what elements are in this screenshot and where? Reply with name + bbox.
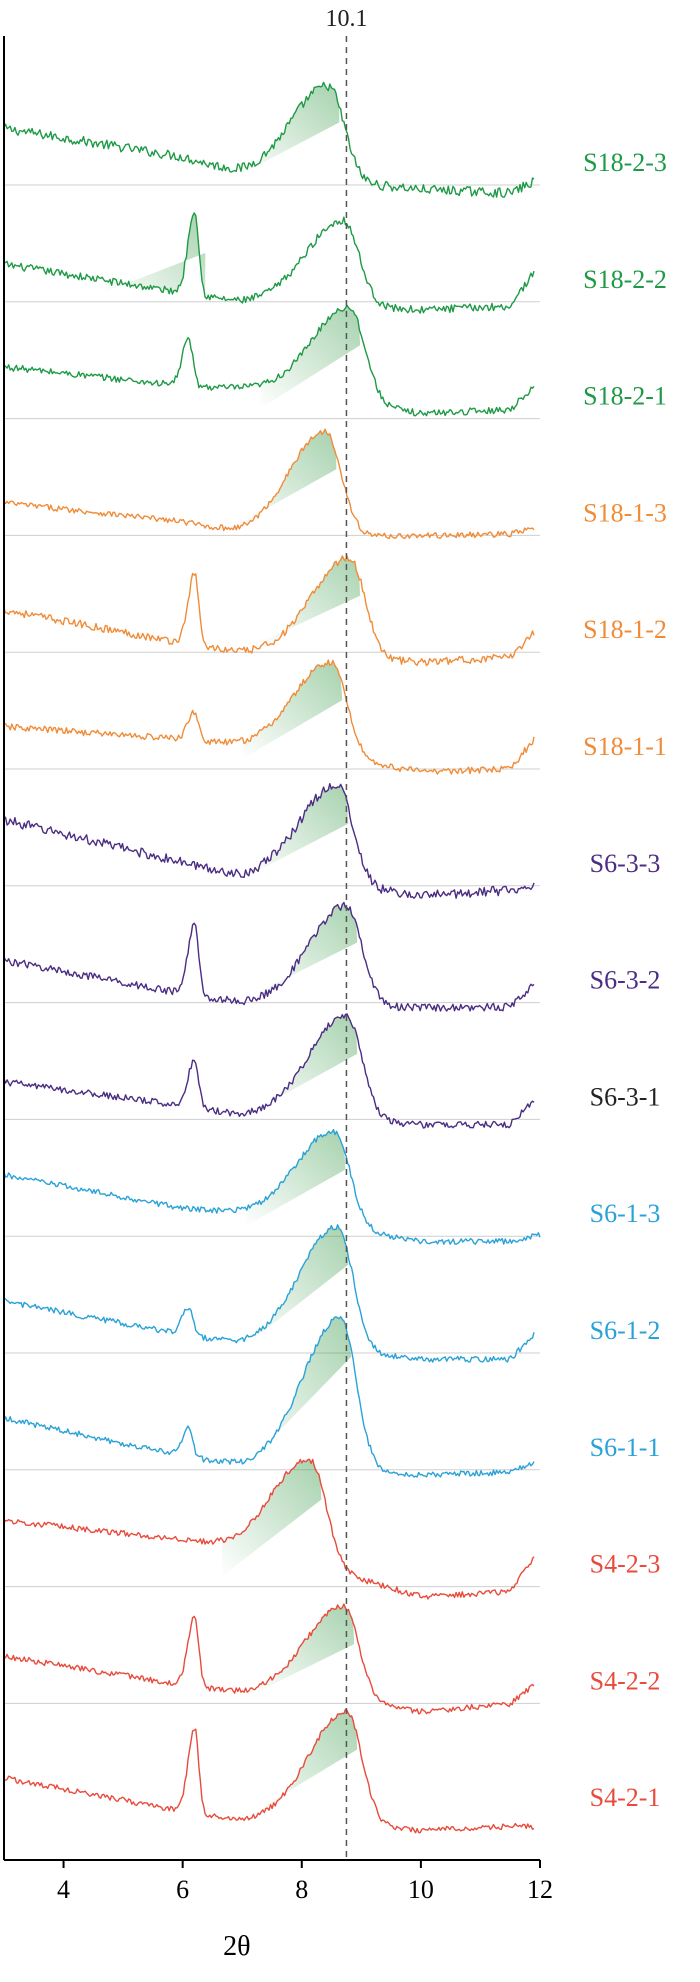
series-label: S6-3-3	[590, 849, 661, 878]
peak-shading	[254, 1604, 355, 1694]
series-line	[3, 1458, 535, 1600]
series-line	[3, 659, 535, 775]
series-label: S18-1-1	[583, 732, 667, 761]
series-line	[3, 1708, 535, 1834]
series-label: S4-2-1	[590, 1783, 661, 1812]
peak-shading-layer	[105, 82, 361, 1815]
series-line	[3, 1224, 535, 1363]
x-tick-label: 4	[57, 1875, 70, 1904]
peak-shading	[105, 213, 206, 297]
series-label: S6-1-1	[590, 1433, 661, 1462]
series-line	[3, 1316, 535, 1478]
series-line	[3, 783, 535, 899]
series-line	[3, 212, 535, 314]
series-label: S4-2-3	[590, 1550, 661, 1579]
reference-line-layer: 10.1	[325, 6, 367, 1860]
peak-shading	[236, 429, 337, 530]
x-tick-label: 6	[176, 1875, 189, 1904]
series-label: S6-3-1	[590, 1082, 661, 1111]
series-labels: S18-2-3 S18-2-2 S18-2-1 S18-1-3 S18-1-2 S18-1…	[583, 148, 667, 1812]
peak-shading	[248, 1224, 349, 1343]
series-line	[3, 1603, 535, 1715]
series-line	[3, 304, 535, 417]
series-label: S6-1-3	[590, 1199, 661, 1228]
series-label: S4-2-2	[590, 1666, 661, 1695]
series-label: S18-2-1	[583, 382, 667, 411]
series-line	[3, 428, 535, 540]
series-label: S18-2-3	[583, 148, 667, 177]
peak-shading	[260, 305, 361, 409]
x-tick-label: 12	[527, 1875, 553, 1904]
peak-shading	[251, 1316, 352, 1460]
x-axis-label: 2θ	[223, 1931, 250, 1962]
series-line	[3, 1013, 535, 1129]
peak-shading	[221, 1459, 322, 1577]
series-line	[3, 901, 535, 1012]
peak-shading	[260, 555, 361, 646]
series-label: S6-3-2	[590, 966, 661, 995]
series-label: S18-2-2	[583, 265, 667, 294]
peak-shading	[242, 660, 343, 759]
axes: 4 6 8 10 12 2θ	[3, 36, 553, 1962]
peak-shading	[248, 783, 349, 876]
peak-shading	[257, 902, 358, 1000]
peak-shading	[257, 1013, 358, 1111]
x-tick-label: 8	[295, 1875, 308, 1904]
series-label: S18-1-3	[583, 498, 667, 527]
series-label: S18-1-2	[583, 615, 667, 644]
peak-shading	[245, 1129, 346, 1227]
trace-layer	[3, 81, 541, 1834]
series-line	[3, 555, 535, 667]
series-line	[3, 81, 535, 198]
separator-grid	[4, 184, 540, 1704]
series-label: S6-1-2	[590, 1316, 661, 1345]
peak-shading	[239, 82, 340, 175]
reference-label: 10.1	[325, 6, 367, 32]
peak-shading	[257, 1709, 358, 1815]
series-line	[3, 1128, 541, 1245]
x-tick-label: 10	[408, 1875, 434, 1904]
